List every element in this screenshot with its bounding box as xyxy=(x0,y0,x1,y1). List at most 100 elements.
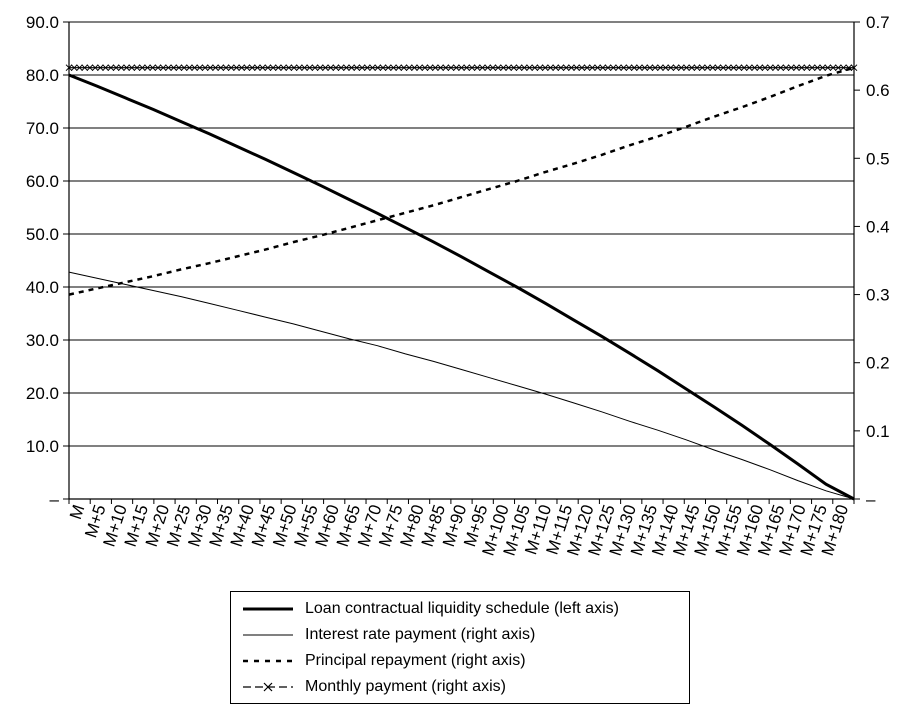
series-marker xyxy=(437,64,444,72)
left-tick-label: 50.0 xyxy=(26,225,59,244)
left-tick-label: 10.0 xyxy=(26,437,59,456)
legend-item-principal: Principal repayment (right axis) xyxy=(241,650,526,672)
left-tick-label: 90.0 xyxy=(26,13,59,32)
axes xyxy=(68,22,855,500)
series-marker xyxy=(515,64,523,72)
series-marker xyxy=(149,64,157,72)
right-tick-label: 0.6 xyxy=(866,81,890,100)
series-marker xyxy=(730,64,737,72)
series-marker xyxy=(316,64,324,72)
series-marker xyxy=(70,64,78,72)
x-tick-label: M xyxy=(66,502,88,521)
legend-item-monthly: Monthly payment (right axis) xyxy=(241,676,506,698)
series-marker xyxy=(536,64,544,72)
series-marker xyxy=(363,64,371,72)
series-marker xyxy=(327,64,335,72)
series-marker xyxy=(379,64,387,72)
left-tick-label: – xyxy=(50,490,60,509)
series-marker xyxy=(86,64,94,72)
series-marker xyxy=(280,64,287,72)
series-marker xyxy=(520,64,528,72)
series-marker xyxy=(615,64,622,72)
series-marker xyxy=(672,64,680,72)
series-marker xyxy=(390,64,397,72)
series-marker xyxy=(766,64,774,72)
series-marker xyxy=(285,64,293,72)
series-marker xyxy=(834,64,842,72)
right-tick-label: 0.3 xyxy=(866,286,890,305)
right-tick-label: 0.4 xyxy=(866,217,890,236)
series-marker xyxy=(97,64,104,72)
right-axis-ticks: – 0.1 0.2 0.3 0.4 0.5 0.6 0.7 xyxy=(854,13,890,509)
series-marker xyxy=(81,64,89,72)
series-layer xyxy=(65,64,858,501)
series-marker xyxy=(479,64,486,72)
series-marker xyxy=(117,64,125,72)
series-marker xyxy=(698,64,706,72)
series-marker xyxy=(751,64,758,72)
series-marker xyxy=(442,64,450,72)
series-marker xyxy=(222,64,230,72)
series-marker xyxy=(332,64,340,72)
series-marker xyxy=(636,64,643,72)
series-marker xyxy=(756,64,764,72)
series-marker xyxy=(112,64,120,72)
series-marker xyxy=(259,64,266,72)
series-marker xyxy=(704,64,711,72)
series-marker xyxy=(814,64,821,72)
series-marker xyxy=(269,64,277,72)
series-marker xyxy=(824,64,832,72)
series-thick-solid xyxy=(68,73,855,501)
series-marker xyxy=(91,64,99,72)
series-marker xyxy=(254,64,261,72)
series-marker xyxy=(782,64,790,72)
series-marker xyxy=(662,64,669,72)
series-marker xyxy=(484,64,492,72)
series-marker xyxy=(248,64,256,72)
series-marker xyxy=(426,64,434,72)
legend-item-interest: Interest rate payment (right axis) xyxy=(241,624,535,646)
series-marker xyxy=(343,64,350,72)
series-marker xyxy=(494,64,502,72)
series-marker xyxy=(594,64,601,72)
series-marker xyxy=(761,64,769,72)
series-marker xyxy=(845,64,853,72)
series-marker xyxy=(745,64,753,72)
legend-swatch-thin-solid xyxy=(243,634,293,636)
series-marker xyxy=(369,64,376,72)
series-marker xyxy=(353,64,361,72)
series-marker xyxy=(233,64,240,72)
series-marker xyxy=(803,64,811,72)
series-marker xyxy=(787,64,795,72)
series-marker xyxy=(301,64,308,72)
series-marker xyxy=(463,64,471,72)
series-marker xyxy=(128,64,136,72)
series-marker xyxy=(238,64,246,72)
series-marker xyxy=(568,64,575,72)
series-line xyxy=(68,73,855,501)
series-marker xyxy=(709,64,717,72)
legend-item-loan: Loan contractual liquidity schedule (lef… xyxy=(241,598,619,620)
series-marker xyxy=(683,64,690,72)
left-tick-label: 60.0 xyxy=(26,172,59,191)
series-marker xyxy=(206,64,214,72)
series-marker xyxy=(348,64,355,72)
series-marker xyxy=(123,64,130,72)
series-marker xyxy=(416,64,423,72)
series-marker xyxy=(212,64,219,72)
left-tick-label: 40.0 xyxy=(26,278,59,297)
series-marker xyxy=(735,64,743,72)
series-marker xyxy=(264,64,272,72)
series-marker xyxy=(374,64,382,72)
series-marker xyxy=(358,64,366,72)
series-marker xyxy=(311,64,319,72)
series-marker xyxy=(667,64,675,72)
series-marker xyxy=(777,64,785,72)
series-marker xyxy=(829,64,837,72)
series-marker xyxy=(740,64,748,72)
series-dash-cross xyxy=(65,64,858,72)
series-marker xyxy=(421,64,429,72)
series-marker xyxy=(473,64,481,72)
series-marker xyxy=(604,64,612,72)
series-marker xyxy=(102,64,109,72)
